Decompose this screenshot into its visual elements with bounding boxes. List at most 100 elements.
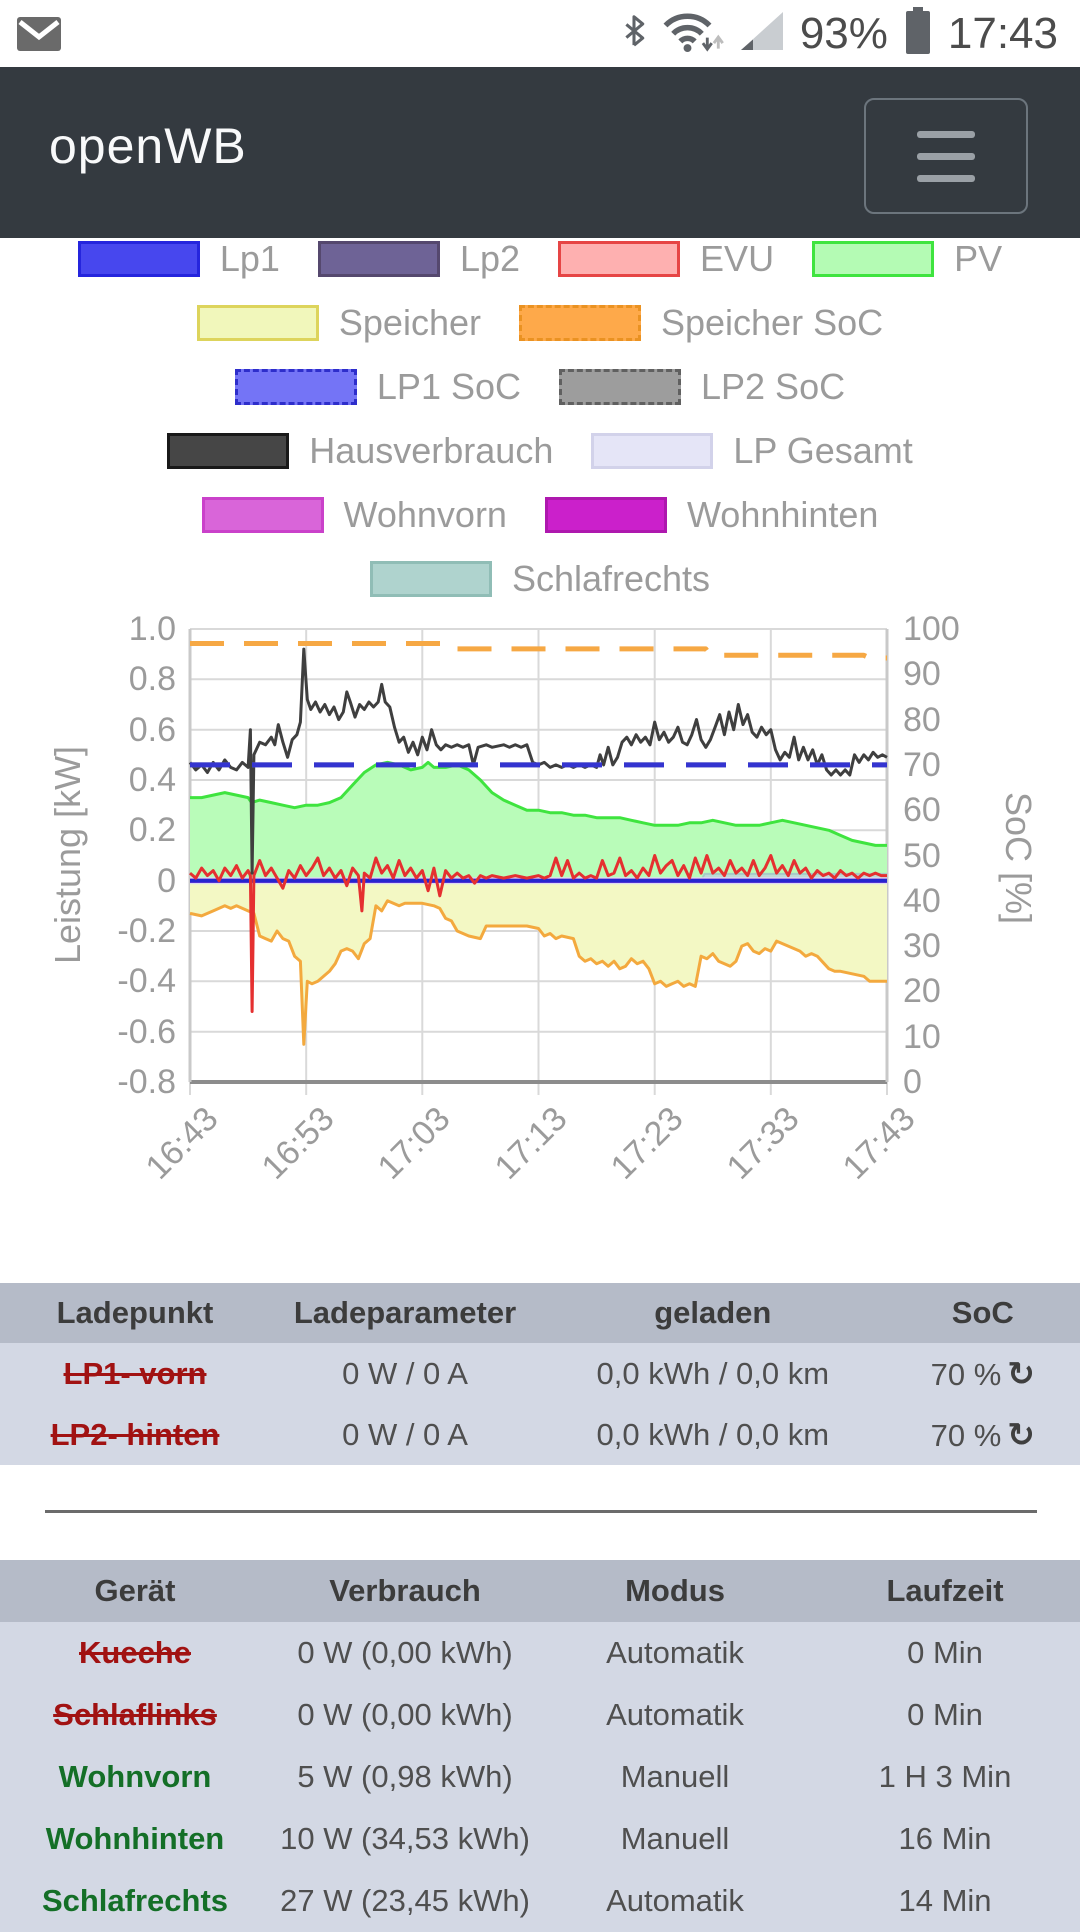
legend-row: Wohnvorn Wohnhinten [0, 483, 1080, 547]
col-laufzeit: Laufzeit [810, 1560, 1080, 1622]
ytick-left--0.2: -0.2 [117, 912, 176, 950]
legend-label: EVU [700, 238, 775, 279]
legend-label: Lp2 [459, 238, 521, 279]
ytick-left-0.8: 0.8 [128, 660, 176, 699]
status-bar: 93% 17:43 [0, 0, 1080, 67]
lp2-swatch [317, 241, 440, 277]
battery-icon [904, 7, 932, 60]
speicher-swatch [196, 305, 319, 341]
legend-label: Wohnhinten [686, 494, 879, 535]
tables-divider [45, 1510, 1037, 1513]
legend-label: PV [954, 238, 1003, 279]
legend-item-evu: EVU [558, 238, 774, 280]
col-geladen: geladen [540, 1283, 886, 1343]
legend-item-lp-gesamt: LP Gesamt [591, 430, 913, 472]
ytick-right-10: 10 [903, 1017, 941, 1056]
device-row-schlafrechts: Schlafrechts 27 W (23,45 kWh) Automatik … [0, 1870, 1080, 1932]
charge-table-header: Ladepunkt Ladeparameter geladen SoC [0, 1283, 1080, 1343]
ytick-right-30: 30 [903, 927, 941, 966]
legend-row: Lp1 Lp2 EVU PV [0, 227, 1080, 291]
legend-label: Hausverbrauch [309, 430, 554, 471]
legend-label: Speicher SoC [660, 302, 884, 343]
device-runtime: 0 Min [810, 1684, 1080, 1746]
lp2-soc-swatch [559, 369, 681, 405]
power-chart: Leistung [kW] SoC [%] 1.0 0.8 0.6 0.4 0.2 0 -0… [0, 610, 1080, 1275]
device-consumption: 0 W (0,00 kWh) [270, 1622, 540, 1684]
legend-row: Hausverbrauch LP Gesamt [0, 419, 1080, 483]
ytick-right-60: 60 [903, 791, 941, 830]
menu-button[interactable] [864, 98, 1028, 214]
device-runtime: 1 H 3 Min [810, 1746, 1080, 1808]
legend-row: Speicher Speicher SoC [0, 291, 1080, 355]
legend-label: Lp1 [219, 238, 280, 279]
hamburger-icon [917, 130, 975, 138]
device-consumption: 0 W (0,00 kWh) [270, 1684, 540, 1746]
pv-swatch [812, 241, 935, 277]
y-axis-right-title: SoC [%] [998, 791, 1039, 925]
ytick-right-0: 0 [903, 1063, 922, 1101]
device-mode: Automatik [540, 1870, 810, 1932]
legend-item-wohnvorn: Wohnvorn [201, 494, 507, 536]
device-row-wohnvorn: Wohnvorn 5 W (0,98 kWh) Manuell 1 H 3 Mi… [0, 1746, 1080, 1808]
device-table: Gerät Verbrauch Modus Laufzeit Kueche 0 … [0, 1560, 1080, 1932]
device-name[interactable]: Wohnhinten [0, 1808, 270, 1870]
schlafrechts-swatch [369, 561, 492, 597]
speicher-soc-swatch [518, 305, 641, 341]
ytick-left--0.4: -0.4 [117, 962, 176, 1001]
chargepoint-name[interactable]: LP1- vorn [0, 1343, 270, 1404]
legend-item-speicher-soc: Speicher SoC [518, 302, 884, 344]
ytick-left-0.6: 0.6 [128, 710, 176, 749]
device-name[interactable]: Kueche [0, 1622, 270, 1684]
chargepoint-name[interactable]: LP2- hinten [0, 1404, 270, 1465]
device-mode: Manuell [540, 1746, 810, 1808]
legend-item-lp2-soc: LP2 SoC [559, 366, 845, 408]
ytick-left--0.8: -0.8 [117, 1063, 176, 1101]
legend-label: Speicher [338, 302, 481, 343]
soc-refresh-icon[interactable]: ↻ [1007, 1416, 1035, 1453]
device-consumption: 5 W (0,98 kWh) [270, 1746, 540, 1808]
legend-item-lp1-soc: LP1 SoC [234, 366, 521, 408]
series-speicher-fill [190, 880, 887, 1045]
legend-item-pv: PV [812, 238, 1002, 280]
soc-refresh-icon[interactable]: ↻ [1007, 1355, 1035, 1392]
ytick-right-70: 70 [903, 745, 941, 784]
ytick-left-0: 0 [157, 861, 176, 900]
cellular-signal-icon [740, 12, 784, 55]
col-modus: Modus [540, 1560, 810, 1622]
lp1-swatch [77, 241, 200, 277]
device-runtime: 16 Min [810, 1808, 1080, 1870]
device-row-wohnhinten: Wohnhinten 10 W (34,53 kWh) Manuell 16 M… [0, 1808, 1080, 1870]
device-row-schlaflinks: Schlaflinks 0 W (0,00 kWh) Automatik 0 M… [0, 1684, 1080, 1746]
evu-swatch [558, 241, 681, 277]
battery-percent: 93% [799, 8, 888, 58]
app-header: openWB [0, 67, 1080, 238]
legend-label: LP1 SoC [376, 366, 521, 407]
legend-label: LP2 SoC [701, 366, 846, 407]
col-verbrauch: Verbrauch [270, 1560, 540, 1622]
charged-amount: 0,0 kWh / 0,0 km [540, 1404, 886, 1465]
ytick-right-20: 20 [903, 972, 941, 1011]
device-name[interactable]: Schlaflinks [0, 1684, 270, 1746]
legend-label: Wohnvorn [343, 494, 507, 535]
legend-item-lp1: Lp1 [77, 238, 280, 280]
device-runtime: 0 Min [810, 1622, 1080, 1684]
device-mode: Automatik [540, 1622, 810, 1684]
device-row-kueche: Kueche 0 W (0,00 kWh) Automatik 0 Min [0, 1622, 1080, 1684]
ytick-left-1.0: 1.0 [128, 610, 176, 648]
legend-row: Schlafrechts [0, 547, 1080, 611]
bluetooth-icon [622, 14, 646, 53]
legend-item-wohnhinten: Wohnhinten [544, 494, 879, 536]
legend-item-speicher: Speicher [196, 302, 481, 344]
legend-item-lp2: Lp2 [317, 238, 521, 280]
device-name[interactable]: Wohnvorn [0, 1746, 270, 1808]
hausverbrauch-swatch [167, 433, 290, 469]
col-ladepunkt: Ladepunkt [0, 1283, 270, 1343]
ytick-right-40: 40 [903, 881, 941, 920]
wohnvorn-swatch [201, 497, 324, 533]
ytick-right-90: 90 [903, 655, 941, 694]
legend-item-schlafrechts: Schlafrechts [369, 558, 710, 600]
series-evu [189, 854, 887, 1013]
charged-amount: 0,0 kWh / 0,0 km [540, 1343, 886, 1404]
device-runtime: 14 Min [810, 1870, 1080, 1932]
device-name[interactable]: Schlafrechts [0, 1870, 270, 1932]
